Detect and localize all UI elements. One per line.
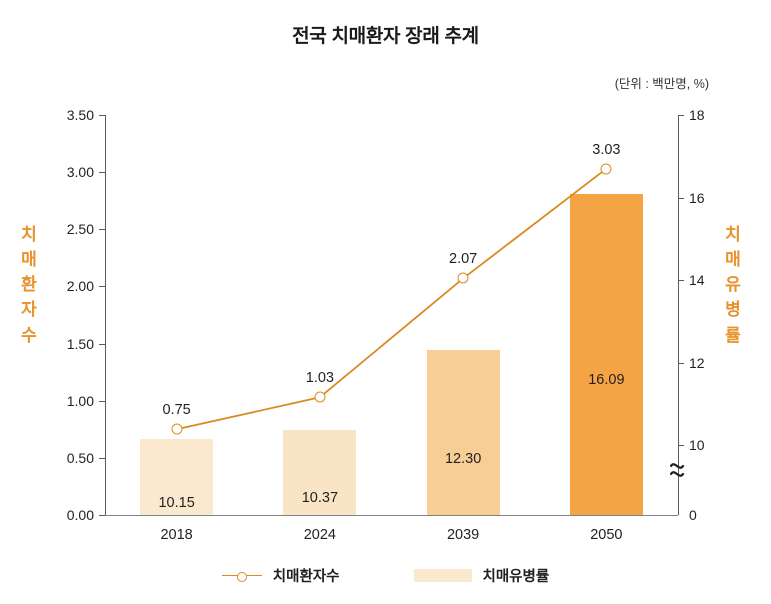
left-axis-title-char-0: 치: [21, 225, 37, 244]
legend-line-marker-icon: [221, 571, 262, 582]
left-tick-4: [99, 286, 105, 288]
right-tick-label-2: 12: [689, 354, 705, 371]
x-label-2050: 2050: [590, 527, 623, 543]
x-label-2018: 2018: [160, 527, 193, 543]
right-tick-4: [678, 197, 684, 199]
left-tick-label-1: 0.50: [66, 449, 94, 466]
unit-note: (단위 : 백만명, %): [614, 77, 709, 91]
legend-swatch-icon: [413, 569, 472, 582]
right-tick-3: [678, 280, 684, 281]
x-label-2039: 2039: [446, 527, 480, 543]
right-axis-title-char-4: 률: [725, 325, 741, 345]
left-tick-2: [99, 400, 105, 402]
x-label-2024: 2024: [303, 527, 337, 543]
axis-break-icon: [670, 457, 692, 483]
left-axis-title: 치 매 환 자 수: [18, 222, 40, 348]
right-axis-title: 치 매 유 병 률: [722, 222, 744, 348]
legend-label-0: 치매환자수: [272, 569, 340, 585]
left-tick-label-2: 1.00: [66, 392, 94, 409]
line-series: [176, 167, 607, 431]
left-tick-1: [99, 457, 105, 459]
plot-area: 0.00 0.50 1.00 1.50 2.00 2.50 3.00 3.50 0 10 12 14…: [67, 108, 705, 543]
right-tick-2: [678, 362, 684, 364]
line-path: [176, 167, 607, 431]
chart-legend: 치매환자수 치매유병률: [0, 565, 771, 586]
right-tick-5: [678, 115, 684, 116]
x-axis-line: [105, 515, 678, 516]
bar-2018[interactable]: 10.15: [140, 438, 214, 515]
left-tick-label-5: 2.50: [66, 221, 94, 238]
bar-2039[interactable]: 12.30: [426, 350, 500, 515]
left-tick-label-0: 0.00: [66, 507, 94, 523]
right-axis-title-char-1: 매: [725, 250, 741, 270]
line-marker-2050[interactable]: [600, 163, 612, 175]
line-value-label-2050: 3.03: [592, 141, 621, 158]
line-marker-2018[interactable]: [171, 423, 183, 435]
legend-item-line[interactable]: 치매환자수: [221, 565, 340, 586]
right-tick-label-1: 10: [689, 437, 705, 453]
line-value-label-2024: 1.03: [305, 370, 334, 387]
left-tick-7: [99, 115, 105, 116]
right-axis-title-char-3: 병: [725, 300, 741, 320]
left-tick-label-6: 3.00: [66, 164, 94, 181]
left-axis-title-char-2: 환: [21, 275, 37, 295]
line-marker-2039[interactable]: [457, 272, 469, 284]
left-tick-3: [99, 343, 105, 345]
line-value-label-2018: 0.75: [162, 402, 191, 419]
line-marker-2024[interactable]: [314, 391, 326, 403]
left-axis-title-char-1: 매: [21, 250, 37, 270]
left-axis-line: [105, 115, 106, 515]
left-tick-6: [99, 172, 105, 174]
chart-title: 전국 치매환자 장래 추계: [292, 26, 479, 47]
right-tick-1: [678, 445, 684, 446]
right-axis-title-char-2: 유: [725, 275, 741, 295]
legend-label-1: 치매유병률: [482, 569, 550, 585]
left-axis-title-char-3: 자: [21, 300, 37, 320]
right-axis-title-char-0: 치: [725, 225, 741, 244]
left-tick-label-3: 1.50: [66, 335, 94, 352]
right-axis-line: [678, 115, 679, 515]
left-axis-title-char-4: 수: [21, 325, 37, 345]
line-value-label-2039: 2.07: [449, 251, 478, 268]
right-tick-label-5: 18: [689, 107, 705, 123]
left-tick-label-7: 3.50: [66, 107, 94, 123]
right-tick-label-4: 16: [689, 189, 705, 206]
left-tick-label-4: 2.00: [66, 278, 94, 295]
right-tick-label-3: 14: [689, 272, 705, 288]
left-tick-0: [99, 515, 105, 516]
right-tick-label-0: 0: [689, 507, 697, 523]
legend-item-bar[interactable]: 치매유병률: [413, 565, 550, 586]
left-tick-5: [99, 229, 105, 231]
